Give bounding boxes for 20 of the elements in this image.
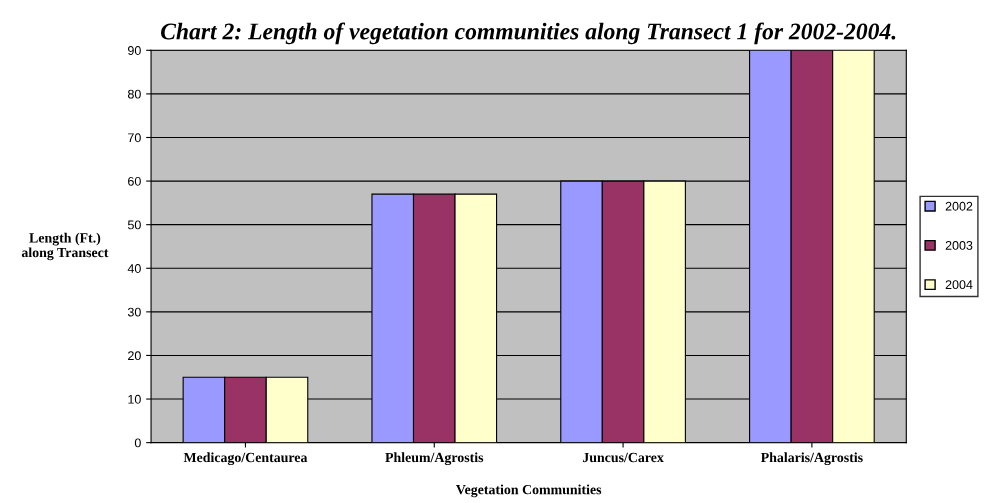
x-tick-label: Medicago/Centaurea (183, 452, 308, 466)
y-axis-title: Length (Ft.) along Transect (21, 232, 109, 261)
x-tick-label: Juncus/Carex (582, 452, 664, 463)
y-tick-label: 70 (128, 133, 141, 143)
y-tick-label: 20 (128, 351, 141, 361)
chart-title: Chart 2: Length of vegetation communities along Transect 1 for 2002-2004. (161, 22, 896, 45)
x-tick-label: Phleum/Agrostis (385, 452, 484, 466)
x-tick-label: Phalaris/Agrostis (760, 452, 863, 466)
x-axis-title: Vegetation Communities (455, 484, 602, 498)
y-tick-label: 90 (128, 46, 141, 55)
y-tick-label: 30 (127, 307, 141, 317)
y-tick-label: 50 (127, 220, 141, 230)
legend-label: 2004 (945, 280, 973, 290)
legend-label: 2003 (945, 241, 973, 250)
y-tick-label: 60 (128, 176, 141, 186)
y-tick-label: 40 (127, 264, 141, 273)
y-tick-label: 80 (127, 89, 141, 99)
y-tick-label: 0 (134, 438, 141, 448)
y-tick-label: 10 (128, 394, 141, 404)
legend-label: 2002 (945, 201, 973, 211)
